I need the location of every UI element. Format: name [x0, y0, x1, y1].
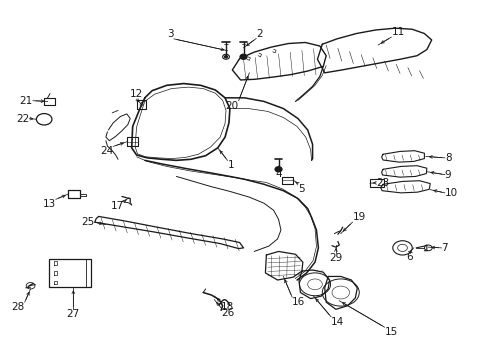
Text: 10: 10 — [444, 188, 457, 198]
Text: 23: 23 — [375, 178, 388, 188]
Text: 12: 12 — [130, 89, 143, 99]
Circle shape — [275, 167, 282, 172]
Text: 1: 1 — [227, 160, 234, 170]
Circle shape — [224, 56, 227, 58]
Text: 27: 27 — [66, 309, 80, 319]
Text: 28: 28 — [11, 302, 25, 312]
Text: 3: 3 — [167, 29, 174, 39]
Text: 9: 9 — [444, 170, 450, 180]
Text: 4: 4 — [275, 169, 281, 179]
Text: 22: 22 — [16, 113, 30, 123]
Text: 17: 17 — [110, 202, 123, 211]
Text: 6: 6 — [406, 252, 412, 262]
Text: 25: 25 — [81, 217, 95, 227]
Text: 18: 18 — [221, 302, 234, 312]
Text: 7: 7 — [441, 243, 447, 253]
Text: 26: 26 — [221, 308, 234, 318]
Text: 11: 11 — [390, 27, 404, 37]
Text: 19: 19 — [352, 212, 365, 222]
Text: 2: 2 — [256, 28, 262, 39]
Text: 29: 29 — [328, 253, 342, 263]
Text: 20: 20 — [225, 101, 238, 111]
Text: 24: 24 — [100, 147, 113, 157]
Text: 13: 13 — [42, 199, 56, 209]
Text: 8: 8 — [444, 153, 450, 163]
Text: 14: 14 — [330, 317, 344, 327]
Text: 21: 21 — [20, 96, 33, 106]
Text: 16: 16 — [291, 297, 305, 307]
Text: 15: 15 — [384, 327, 397, 337]
Text: 5: 5 — [297, 184, 304, 194]
Circle shape — [240, 54, 246, 59]
